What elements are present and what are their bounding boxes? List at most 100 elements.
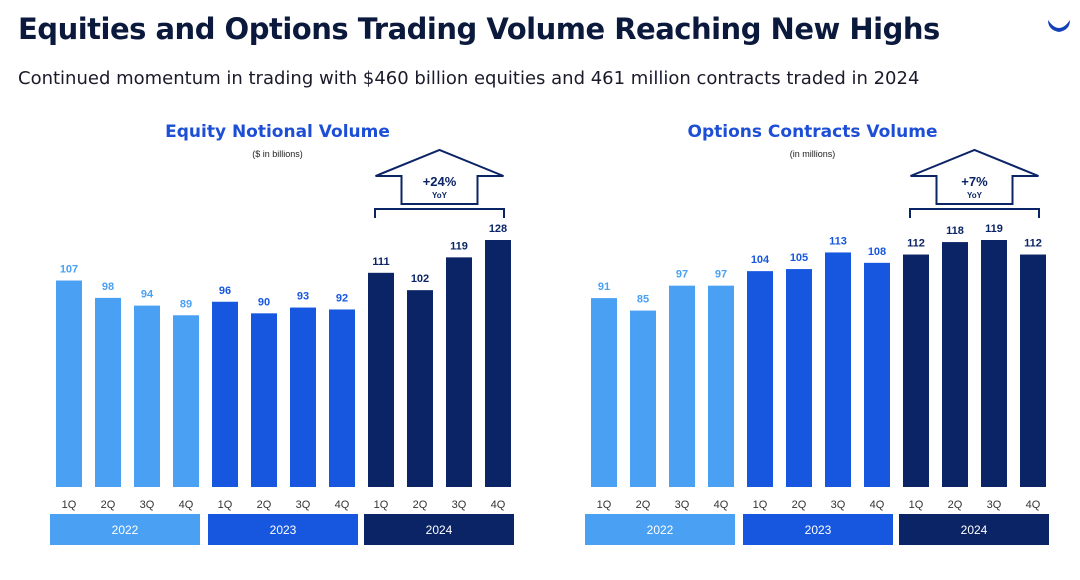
- bar-2022-1Q: [591, 298, 617, 487]
- data-label: 98: [102, 281, 114, 293]
- year-label: 2024: [426, 523, 453, 537]
- bar-2024-1Q: [368, 272, 394, 487]
- x-tick-label: 4Q: [491, 499, 506, 511]
- bar-2023-3Q: [290, 307, 316, 487]
- data-label: 91: [598, 281, 610, 293]
- bar-2024-2Q: [407, 290, 433, 487]
- x-tick-label: 1Q: [753, 499, 768, 511]
- data-label: 119: [985, 223, 1003, 235]
- x-tick-label: 1Q: [374, 499, 389, 511]
- bar-2023-1Q: [747, 271, 773, 487]
- x-tick-label: 3Q: [831, 499, 846, 511]
- data-label: 107: [60, 264, 78, 276]
- data-label: 94: [141, 289, 154, 301]
- yoy-value: +24%: [423, 174, 457, 189]
- chart-unit-note: ($ in billions): [252, 149, 303, 159]
- bracket: [374, 208, 505, 218]
- data-label: 112: [1024, 238, 1042, 250]
- bar-2022-2Q: [630, 310, 656, 487]
- data-label: 102: [411, 273, 429, 285]
- x-tick-label: 2Q: [948, 499, 963, 511]
- bar-2023-1Q: [212, 301, 238, 487]
- x-tick-label: 4Q: [714, 499, 729, 511]
- data-label: 119: [450, 240, 468, 252]
- x-tick-label: 3Q: [296, 499, 311, 511]
- data-label: 85: [637, 294, 649, 306]
- bar-2022-4Q: [708, 285, 734, 487]
- year-label: 2023: [805, 523, 832, 537]
- data-label: 92: [336, 292, 348, 304]
- data-label: 97: [715, 269, 727, 281]
- chart-unit-note: (in millions): [790, 149, 836, 159]
- bar-2023-3Q: [825, 252, 851, 487]
- data-label: 113: [829, 235, 847, 247]
- data-label: 112: [907, 238, 925, 250]
- yoy-value: +7%: [961, 174, 988, 189]
- bar-2023-2Q: [786, 269, 812, 487]
- data-label: 90: [258, 296, 270, 308]
- bar-2022-3Q: [669, 285, 695, 487]
- data-label: 108: [868, 246, 886, 258]
- yoy-label: YoY: [967, 191, 983, 200]
- chart-title: Equity Notional Volume: [165, 122, 390, 142]
- year-band-2024: [899, 514, 1049, 545]
- x-tick-label: 2Q: [101, 499, 116, 511]
- year-label: 2024: [961, 523, 988, 537]
- yoy-label: YoY: [432, 191, 448, 200]
- bar-2024-2Q: [942, 242, 968, 487]
- x-tick-label: 4Q: [335, 499, 350, 511]
- logo-icon: [1048, 20, 1070, 32]
- data-label: 105: [790, 252, 808, 264]
- bar-2023-4Q: [329, 309, 355, 487]
- year-band-2022: [585, 514, 735, 545]
- x-tick-label: 1Q: [62, 499, 77, 511]
- data-label: 89: [180, 298, 192, 310]
- bar-2022-1Q: [56, 280, 82, 487]
- year-label: 2023: [270, 523, 297, 537]
- x-tick-label: 1Q: [909, 499, 924, 511]
- data-label: 97: [676, 269, 688, 281]
- bar-2022-2Q: [95, 297, 121, 487]
- page-subtitle: Continued momentum in trading with $460 …: [18, 68, 920, 89]
- x-tick-label: 3Q: [987, 499, 1002, 511]
- bar-2022-3Q: [134, 305, 160, 487]
- bar-2023-4Q: [864, 262, 890, 487]
- bar-2024-3Q: [981, 240, 1007, 487]
- bar-2024-1Q: [903, 254, 929, 487]
- x-tick-label: 3Q: [140, 499, 155, 511]
- x-tick-label: 4Q: [1026, 499, 1041, 511]
- data-label: 93: [297, 291, 309, 303]
- chart-title: Options Contracts Volume: [688, 122, 938, 142]
- year-band-2023: [208, 514, 358, 545]
- data-label: 128: [489, 223, 507, 235]
- year-label: 2022: [112, 523, 139, 537]
- x-tick-label: 3Q: [452, 499, 467, 511]
- data-label: 111: [372, 256, 389, 268]
- x-tick-label: 2Q: [792, 499, 807, 511]
- data-label: 104: [751, 254, 770, 266]
- x-tick-label: 2Q: [636, 499, 651, 511]
- x-tick-label: 2Q: [257, 499, 272, 511]
- x-tick-label: 4Q: [179, 499, 194, 511]
- bar-2024-3Q: [446, 257, 472, 487]
- up-arrow-icon: [910, 148, 1039, 205]
- x-tick-label: 4Q: [870, 499, 885, 511]
- bar-2024-4Q: [1020, 254, 1046, 487]
- bar-2024-4Q: [485, 240, 511, 487]
- data-label: 96: [219, 285, 231, 297]
- year-label: 2022: [647, 523, 674, 537]
- x-tick-label: 3Q: [675, 499, 690, 511]
- bracket: [909, 208, 1040, 218]
- page-title: Equities and Options Trading Volume Reac…: [18, 12, 940, 46]
- up-arrow-icon: [375, 148, 504, 205]
- year-band-2023: [743, 514, 893, 545]
- bar-2023-2Q: [251, 313, 277, 487]
- x-tick-label: 1Q: [597, 499, 612, 511]
- data-label: 118: [946, 225, 964, 237]
- year-band-2024: [364, 514, 514, 545]
- x-tick-label: 2Q: [413, 499, 428, 511]
- year-band-2022: [50, 514, 200, 545]
- x-tick-label: 1Q: [218, 499, 233, 511]
